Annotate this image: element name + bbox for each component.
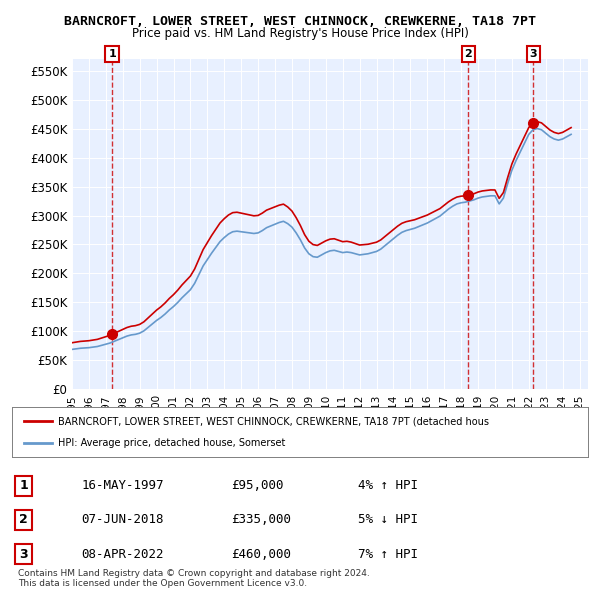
Text: BARNCROFT, LOWER STREET, WEST CHINNOCK, CREWKERNE, TA18 7PT: BARNCROFT, LOWER STREET, WEST CHINNOCK, … <box>64 15 536 28</box>
Text: 1: 1 <box>108 49 116 59</box>
Text: Contains HM Land Registry data © Crown copyright and database right 2024.
This d: Contains HM Land Registry data © Crown c… <box>18 569 370 588</box>
Text: Price paid vs. HM Land Registry's House Price Index (HPI): Price paid vs. HM Land Registry's House … <box>131 27 469 40</box>
Text: BARNCROFT, LOWER STREET, WEST CHINNOCK, CREWKERNE, TA18 7PT (detached hous: BARNCROFT, LOWER STREET, WEST CHINNOCK, … <box>58 416 489 426</box>
Text: 3: 3 <box>530 49 537 59</box>
Text: £460,000: £460,000 <box>231 548 291 560</box>
Text: 7% ↑ HPI: 7% ↑ HPI <box>358 548 418 560</box>
Text: 08-APR-2022: 08-APR-2022 <box>81 548 164 560</box>
Text: HPI: Average price, detached house, Somerset: HPI: Average price, detached house, Some… <box>58 438 286 448</box>
Text: 1: 1 <box>19 479 28 493</box>
Text: 2: 2 <box>19 513 28 526</box>
Text: 4% ↑ HPI: 4% ↑ HPI <box>358 479 418 493</box>
Text: 07-JUN-2018: 07-JUN-2018 <box>81 513 164 526</box>
Text: 2: 2 <box>464 49 472 59</box>
Text: £335,000: £335,000 <box>231 513 291 526</box>
Text: 16-MAY-1997: 16-MAY-1997 <box>81 479 164 493</box>
Text: 3: 3 <box>19 548 28 560</box>
Text: 5% ↓ HPI: 5% ↓ HPI <box>358 513 418 526</box>
Text: £95,000: £95,000 <box>231 479 283 493</box>
